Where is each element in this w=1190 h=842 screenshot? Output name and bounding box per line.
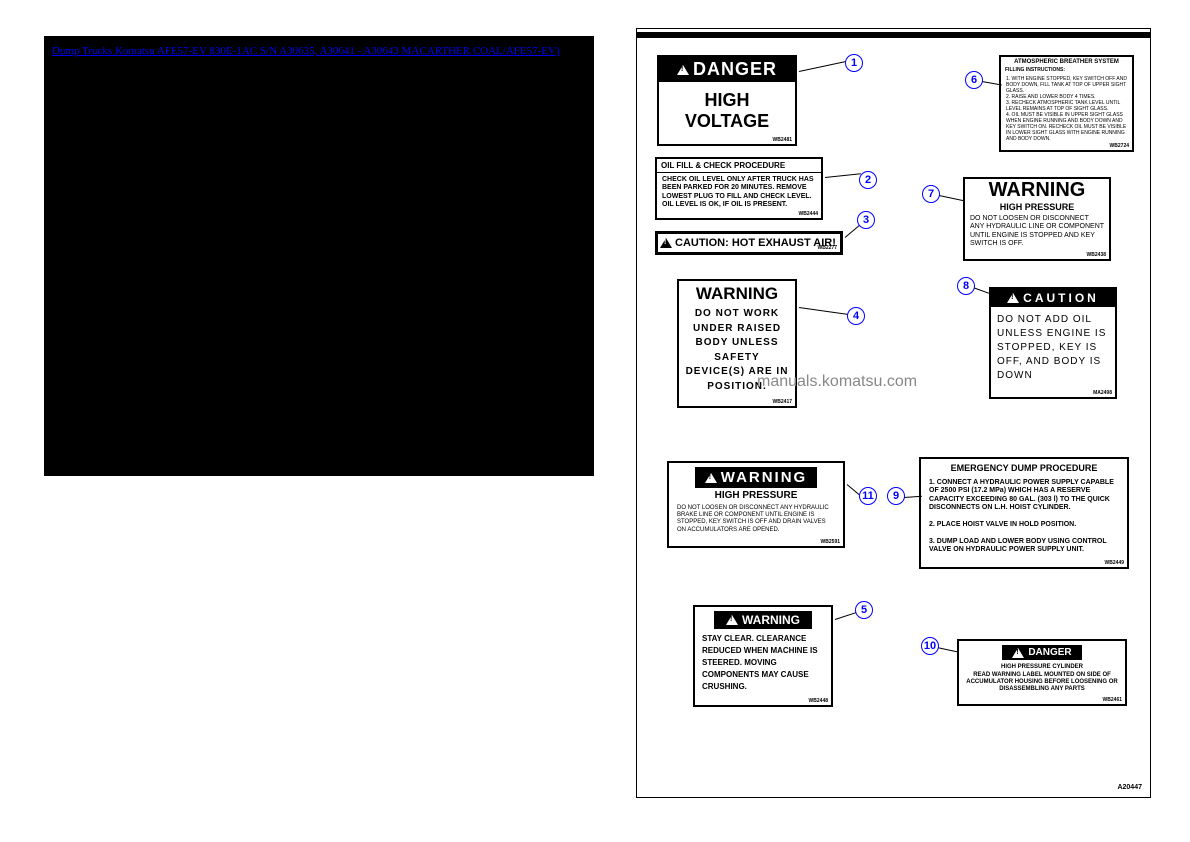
diagram-panel: DANGER HIGH VOLTAGE WB2481 1 ATMOSPHERIC… (636, 28, 1151, 798)
callout-6: 6 (965, 71, 983, 89)
plate-hot-exhaust: CAUTION: HOT EXHAUST AIR! WB2277 (655, 231, 843, 255)
plate-code: WB2417 (773, 399, 792, 405)
warning-icon (726, 615, 738, 625)
plate-title: ATMOSPHERIC BREATHER SYSTEM (1001, 57, 1132, 67)
callout-2: 2 (859, 171, 877, 189)
warning-icon (660, 238, 672, 248)
callout-4: 4 (847, 307, 865, 325)
plate-code: WB2724 (1110, 143, 1129, 149)
plate-caution-oil: CAUTION DO NOT ADD OIL UNLESS ENGINE IS … (989, 287, 1117, 399)
plate-code: WB2481 (773, 137, 792, 143)
warning-icon (1012, 648, 1024, 658)
plate-code: WB2461 (1103, 697, 1122, 703)
plate-body: READ WARNING LABEL MOUNTED ON SIDE OF AC… (959, 672, 1125, 704)
callout-8: 8 (957, 277, 975, 295)
plate-code: MA2498 (1093, 390, 1112, 396)
plate-header: DANGER (693, 59, 777, 80)
watermark: manuals.komatsu.com (757, 373, 917, 391)
plate-title: EMERGENCY DUMP PROCEDURE (921, 459, 1127, 477)
plate-header: DANGER (1028, 647, 1071, 658)
plate-atmospheric: ATMOSPHERIC BREATHER SYSTEM FILLING INST… (999, 55, 1134, 152)
manual-link[interactable]: Dump Trucks Komatsu AFE57-EV 830E-1AC S/… (52, 45, 560, 57)
callout-11: 11 (859, 487, 877, 505)
plate-sub: HIGH PRESSURE (965, 202, 1109, 212)
plate-header: CAUTION (1023, 291, 1099, 305)
plate-body: DO NOT ADD OIL UNLESS ENGINE IS STOPPED,… (991, 307, 1115, 397)
plate-body: 1. WITH ENGINE STOPPED, KEY SWITCH OFF A… (1001, 73, 1132, 150)
plate-warning-clearance: WARNING STAY CLEAR. CLEARANCE REDUCED WH… (693, 605, 833, 707)
plate-header: WARNING (721, 469, 808, 486)
plate-header: WARNING (742, 613, 800, 627)
plate-code: WB2444 (799, 211, 818, 217)
plate-code: WB2438 (1087, 252, 1106, 258)
plate-header: WARNING (965, 179, 1109, 202)
plate-code: WB2449 (1105, 560, 1124, 566)
plate-body: HIGH VOLTAGE (659, 82, 795, 144)
plate-code: WB2277 (818, 245, 837, 251)
callout-5: 5 (855, 601, 873, 619)
plate-warning-brake: WARNING HIGH PRESSURE DO NOT LOOSEN OR D… (667, 461, 845, 548)
page-code: A20447 (1117, 784, 1142, 791)
left-panel: Dump Trucks Komatsu AFE57-EV 830E-1AC S/… (44, 36, 594, 476)
plate-oil-check: OIL FILL & CHECK PROCEDURE CHECK OIL LEV… (655, 157, 823, 220)
plate-danger-hv: DANGER HIGH VOLTAGE WB2481 (657, 55, 797, 146)
plate-body: STAY CLEAR. CLEARANCE REDUCED WHEN MACHI… (695, 631, 831, 705)
callout-7: 7 (922, 185, 940, 203)
plate-sub: HIGH PRESSURE (669, 488, 843, 503)
warning-icon (1007, 293, 1019, 303)
plate-danger-cylinder: DANGER HIGH PRESSURE CYLINDER READ WARNI… (957, 639, 1127, 706)
warning-icon (705, 473, 717, 483)
plate-body: 1. CONNECT A HYDRAULIC POWER SUPPLY CAPA… (921, 477, 1127, 567)
warning-icon (677, 65, 689, 75)
plate-code: WB2591 (821, 539, 840, 545)
plate-code: WB2448 (809, 698, 828, 704)
callout-1: 1 (845, 54, 863, 72)
plate-body: CHECK OIL LEVEL ONLY AFTER TRUCK HAS BEE… (657, 173, 821, 218)
plate-emergency-dump: EMERGENCY DUMP PROCEDURE 1. CONNECT A HY… (919, 457, 1129, 569)
plate-warning-hp: WARNING HIGH PRESSURE DO NOT LOOSEN OR D… (963, 177, 1111, 261)
callout-10: 10 (921, 637, 939, 655)
callout-9: 9 (887, 487, 905, 505)
callout-3: 3 (857, 211, 875, 229)
plate-title: OIL FILL & CHECK PROCEDURE (657, 159, 821, 173)
plate-body: CAUTION: HOT EXHAUST AIR! (675, 237, 836, 249)
plate-body: DO NOT LOOSEN OR DISCONNECT ANY HYDRAULI… (669, 503, 843, 546)
plate-header: WARNING (679, 281, 795, 304)
plate-sub: HIGH PRESSURE CYLINDER (959, 662, 1125, 672)
